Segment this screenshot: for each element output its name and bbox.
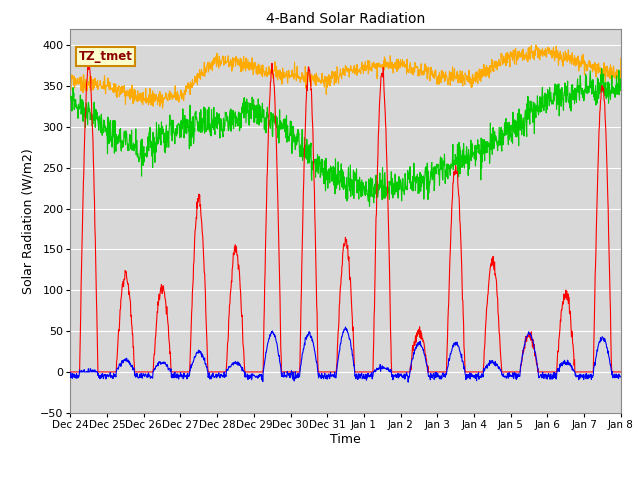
- Text: TZ_tmet: TZ_tmet: [79, 50, 132, 63]
- Title: 4-Band Solar Radiation: 4-Band Solar Radiation: [266, 12, 425, 26]
- X-axis label: Time: Time: [330, 432, 361, 445]
- Y-axis label: Solar Radiation (W/m2): Solar Radiation (W/m2): [22, 148, 35, 294]
